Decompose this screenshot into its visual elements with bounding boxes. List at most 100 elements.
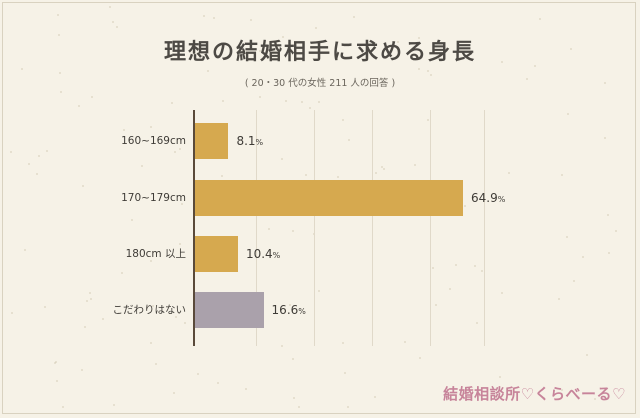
data-label-value: 64.9: [471, 191, 498, 205]
paper-speck: [109, 6, 112, 9]
paper-speck: [178, 242, 181, 245]
data-label-value: 16.6: [271, 303, 299, 317]
paper-speck: [81, 185, 84, 188]
paper-speck: [217, 381, 220, 384]
bar: [195, 236, 238, 272]
paper-speck: [149, 259, 152, 262]
paper-speck: [305, 173, 308, 176]
data-label: 8.1%: [236, 134, 263, 150]
paper-speck: [258, 50, 261, 53]
paper-speck: [288, 304, 291, 307]
paper-speck: [46, 149, 49, 152]
paper-speck: [481, 269, 484, 272]
gridline: [372, 110, 373, 346]
paper-speck: [343, 372, 346, 375]
chart-title: 理想の結婚相手に求める身長: [163, 40, 476, 65]
y-axis-line: [193, 110, 195, 346]
data-label-unit: %: [255, 138, 264, 147]
paper-speck: [131, 219, 134, 222]
paper-speck: [155, 363, 158, 366]
paper-speck: [565, 235, 568, 238]
paper-speck: [28, 163, 31, 166]
paper-speck: [347, 405, 350, 408]
paper-speck: [221, 99, 224, 102]
paper-speck: [122, 128, 125, 131]
paper-speck: [280, 344, 283, 347]
paper-speck: [55, 361, 58, 364]
paper-speck: [140, 164, 143, 167]
paper-speck: [175, 315, 178, 318]
brand-logo: 結婚相談所♡くらべーる♡: [443, 385, 626, 403]
paper-speck: [291, 358, 294, 361]
chart-frame: [2, 2, 636, 414]
category-label: 180cm 以上: [125, 248, 186, 260]
paper-speck: [567, 112, 570, 115]
bar: [195, 180, 463, 216]
paper-speck: [61, 406, 64, 409]
paper-speck: [250, 18, 253, 21]
paper-speck: [43, 305, 46, 308]
paper-speck: [403, 341, 406, 344]
data-label: 16.6%: [272, 303, 306, 319]
paper-speck: [582, 256, 585, 259]
paper-speck: [604, 82, 607, 85]
paper-speck: [607, 252, 610, 255]
paper-speck: [606, 213, 609, 216]
paper-speck: [426, 119, 429, 122]
paper-speck: [281, 36, 284, 39]
paper-speck: [435, 303, 438, 306]
paper-speck: [149, 341, 152, 344]
paper-speck: [59, 91, 62, 94]
paper-speck: [54, 361, 57, 364]
paper-speck: [543, 397, 546, 400]
paper-speck: [84, 326, 87, 329]
paper-speck: [245, 388, 248, 391]
paper-speck: [533, 64, 536, 67]
paper-speck: [35, 172, 38, 175]
paper-speck: [464, 204, 467, 207]
paper-speck: [78, 104, 81, 107]
paper-speck: [558, 297, 561, 300]
paper-speck: [312, 232, 315, 235]
data-label-unit: %: [497, 195, 506, 204]
gridline: [256, 110, 257, 346]
paper-speck: [184, 321, 187, 324]
paper-speck: [309, 107, 312, 110]
paper-speck: [419, 357, 422, 360]
paper-speck: [417, 36, 420, 39]
paper-speck: [336, 176, 339, 179]
paper-speck: [268, 228, 271, 231]
paper-speck: [342, 118, 345, 121]
paper-speck: [471, 59, 474, 62]
paper-speck: [173, 151, 176, 154]
paper-speck: [381, 165, 384, 168]
paper-speck: [473, 264, 476, 267]
paper-speck: [374, 171, 377, 174]
data-label: 10.4%: [246, 247, 280, 263]
paper-speck: [150, 125, 153, 128]
paper-speck: [593, 397, 596, 400]
paper-speck: [171, 101, 174, 104]
paper-speck: [88, 292, 91, 295]
paper-speck: [300, 101, 303, 104]
paper-speck: [116, 26, 119, 29]
data-label-unit: %: [272, 251, 281, 260]
paper-speck: [91, 96, 94, 99]
paper-speck: [508, 172, 511, 175]
paper-speck: [448, 287, 451, 290]
paper-speck: [353, 15, 356, 18]
paper-speck: [259, 96, 262, 99]
paper-speck: [454, 264, 457, 267]
paper-speck: [525, 78, 528, 81]
paper-speck: [318, 100, 321, 103]
paper-speck: [348, 139, 351, 142]
paper-speck: [10, 151, 13, 154]
data-label-value: 10.4: [245, 247, 273, 261]
paper-speck: [383, 168, 386, 171]
bar: [195, 123, 229, 159]
paper-speck: [38, 155, 41, 158]
paper-speck: [206, 70, 209, 73]
paper-speck: [89, 298, 92, 301]
paper-speck: [121, 271, 124, 274]
paper-speck: [21, 68, 24, 71]
